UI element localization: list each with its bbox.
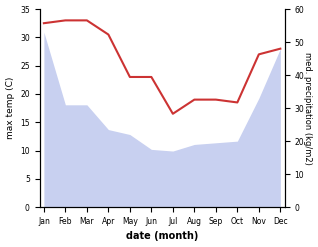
Y-axis label: med. precipitation (kg/m2): med. precipitation (kg/m2) [303, 52, 313, 165]
Y-axis label: max temp (C): max temp (C) [5, 77, 15, 139]
X-axis label: date (month): date (month) [126, 231, 198, 242]
